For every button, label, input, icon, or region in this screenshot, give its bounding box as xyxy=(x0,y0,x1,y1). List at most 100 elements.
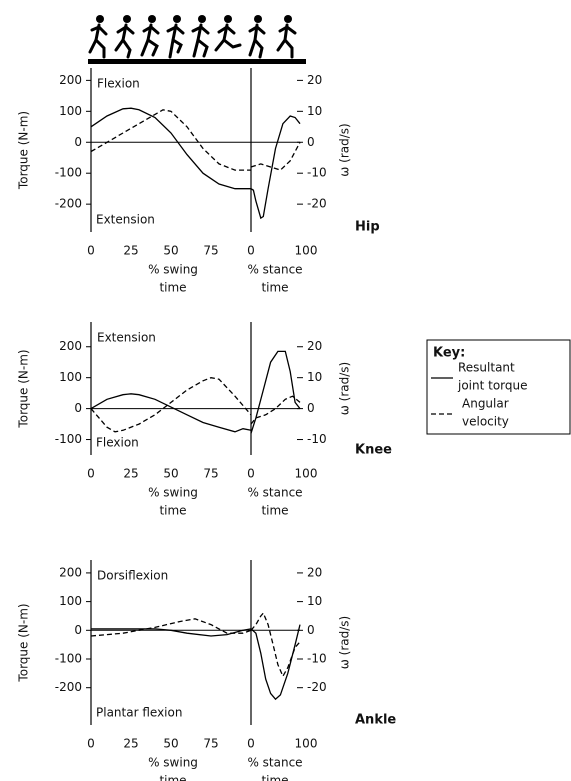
data-line xyxy=(250,115,301,220)
y-tick-label: 0 xyxy=(74,623,82,637)
y2-tick-label: 10 xyxy=(307,104,322,118)
data-line xyxy=(90,393,252,433)
x-tick-label: 0 xyxy=(247,244,255,258)
x-tick-label: 100 xyxy=(295,244,318,258)
x-tick-label: 0 xyxy=(87,737,95,751)
y-tick-label: 200 xyxy=(59,339,82,353)
x-tick-label: 75 xyxy=(203,737,218,751)
annotation: Flexion xyxy=(96,436,139,450)
y2-tick-label: -10 xyxy=(307,166,327,180)
data-line xyxy=(250,395,301,425)
y2-tick-label: -20 xyxy=(307,197,327,211)
x-axis-label: time xyxy=(261,504,288,518)
y-axis-label: Torque (N-m) xyxy=(17,603,31,682)
y2-tick-label: 10 xyxy=(307,594,322,608)
runner xyxy=(191,15,210,58)
y2-tick-label: 20 xyxy=(307,73,322,87)
y2-tick-label: 0 xyxy=(307,135,315,149)
key-title: Key: xyxy=(433,346,465,361)
key-label: Resultant xyxy=(458,361,515,375)
x-tick-label: 25 xyxy=(123,244,138,258)
data-line xyxy=(250,624,301,701)
data-line xyxy=(250,350,301,434)
x-tick-label: 0 xyxy=(247,467,255,481)
x-tick-label: 50 xyxy=(163,244,178,258)
key-label: Angular xyxy=(462,397,509,411)
x-axis-label: % stance xyxy=(247,756,302,770)
y-tick-label: 0 xyxy=(74,401,82,415)
key-box: Key: Resultant joint torque Angular velo… xyxy=(426,339,571,435)
data-line xyxy=(250,611,301,678)
x-axis-label: % stance xyxy=(247,486,302,500)
y-axis-label: Torque (N-m) xyxy=(17,349,31,428)
runners-illustration xyxy=(88,15,306,64)
x-axis-label: time xyxy=(261,774,288,781)
data-line xyxy=(91,628,252,637)
x-axis-label: time xyxy=(159,281,186,295)
annotation: Flexion xyxy=(97,77,140,91)
x-axis-label: time xyxy=(159,774,186,781)
runner xyxy=(248,15,266,59)
data-line xyxy=(90,618,252,637)
runner xyxy=(276,15,297,59)
runner xyxy=(114,15,135,59)
runner xyxy=(140,15,160,57)
y-tick-label: 200 xyxy=(59,73,82,87)
x-tick-label: 25 xyxy=(123,737,138,751)
y2-axis-label: ω (rad/s) xyxy=(338,616,352,669)
runner xyxy=(166,15,185,59)
x-tick-label: 50 xyxy=(163,467,178,481)
y-axis-label: Torque (N-m) xyxy=(17,111,31,190)
annotation: Dorsiflexion xyxy=(97,569,168,583)
x-tick-label: 50 xyxy=(163,737,178,751)
x-tick-label: 0 xyxy=(247,737,255,751)
annotation: Extension xyxy=(96,213,155,227)
y2-tick-label: 0 xyxy=(307,401,315,415)
x-axis-label: % swing xyxy=(148,756,198,770)
joint-label: Knee xyxy=(355,443,392,458)
y2-tick-label: 0 xyxy=(307,623,315,637)
y2-tick-label: 10 xyxy=(307,370,322,384)
data-line xyxy=(90,107,251,190)
joint-label: Hip xyxy=(355,220,380,235)
x-axis-label: time xyxy=(261,281,288,295)
y2-axis-label: ω (rad/s) xyxy=(338,362,352,415)
x-tick-label: 0 xyxy=(87,467,95,481)
y2-tick-label: 20 xyxy=(307,565,322,579)
y-tick-label: -100 xyxy=(55,652,82,666)
annotation: Extension xyxy=(97,331,156,345)
y-tick-label: 200 xyxy=(59,565,82,579)
x-tick-label: 100 xyxy=(295,467,318,481)
y-tick-label: -100 xyxy=(55,432,82,446)
y-tick-label: 100 xyxy=(59,104,82,118)
runner xyxy=(214,15,242,52)
annotation: Plantar flexion xyxy=(96,706,182,720)
data-line xyxy=(90,109,251,171)
y-tick-label: 0 xyxy=(74,135,82,149)
y-tick-label: -100 xyxy=(55,166,82,180)
y2-tick-label: -20 xyxy=(307,680,327,694)
x-axis-label: % swing xyxy=(148,263,198,277)
x-axis-label: % stance xyxy=(247,263,302,277)
y-tick-label: 100 xyxy=(59,594,82,608)
y2-tick-label: -10 xyxy=(307,652,327,666)
joint-label: Ankle xyxy=(355,713,396,728)
x-axis-label: % swing xyxy=(148,486,198,500)
y2-tick-label: 20 xyxy=(307,339,322,353)
x-tick-label: 25 xyxy=(123,467,138,481)
data-line xyxy=(250,141,301,171)
key-frame xyxy=(426,339,571,435)
y2-axis-label: ω (rad/s) xyxy=(338,123,352,176)
x-tick-label: 75 xyxy=(203,244,218,258)
x-tick-label: 0 xyxy=(87,244,95,258)
y2-tick-label: -10 xyxy=(307,432,327,446)
data-line xyxy=(90,377,252,433)
y-tick-label: 100 xyxy=(59,370,82,384)
runner xyxy=(88,15,108,59)
x-tick-label: 100 xyxy=(295,737,318,751)
key-label: joint torque xyxy=(457,379,528,393)
key-label: velocity xyxy=(462,415,509,429)
ground-bar xyxy=(88,59,306,64)
